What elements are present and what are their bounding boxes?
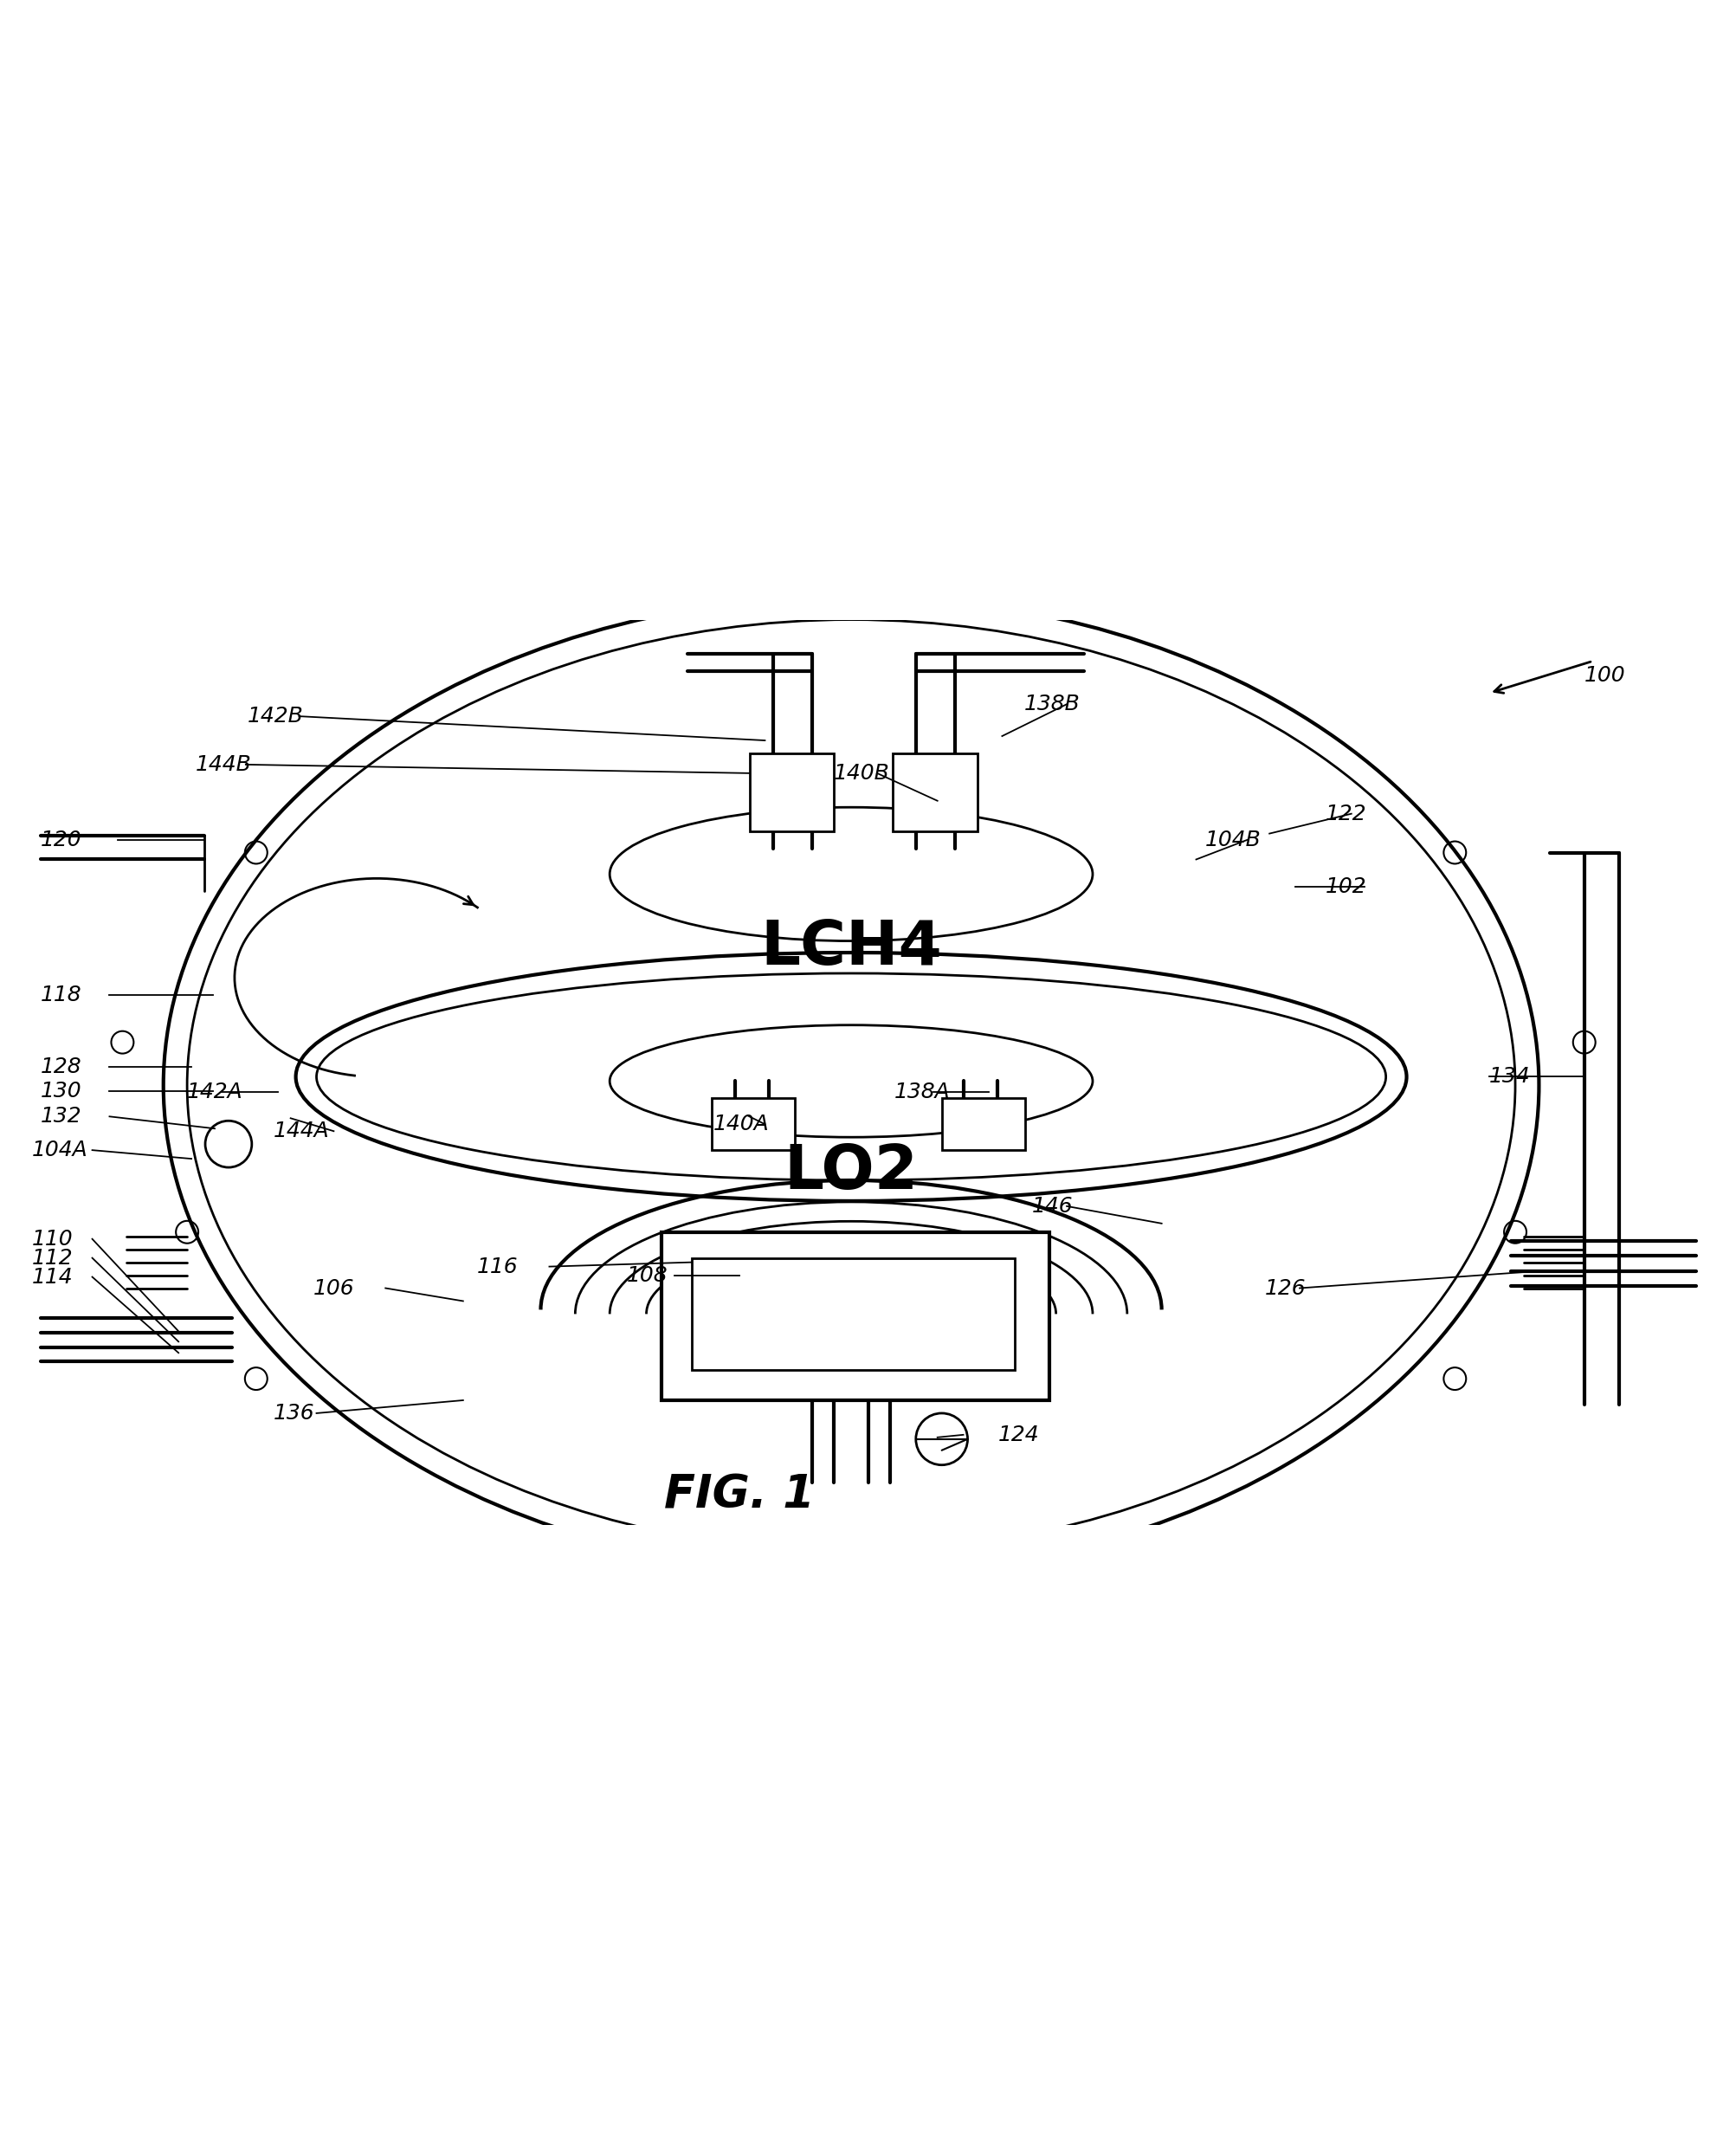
Text: 144A: 144A <box>273 1120 330 1141</box>
Text: 114: 114 <box>31 1266 73 1287</box>
Text: 108: 108 <box>627 1266 668 1285</box>
Text: 142B: 142B <box>247 706 304 727</box>
Text: 104B: 104B <box>1205 830 1260 849</box>
Text: 138A: 138A <box>894 1081 950 1103</box>
Text: 100: 100 <box>1583 665 1625 686</box>
Text: 118: 118 <box>40 985 82 1006</box>
Text: 112: 112 <box>31 1248 73 1268</box>
Text: 116: 116 <box>477 1257 517 1276</box>
Text: 138B: 138B <box>1023 693 1080 714</box>
Text: 142A: 142A <box>187 1081 243 1103</box>
Bar <box>748 753 833 830</box>
Text: 140A: 140A <box>713 1113 769 1135</box>
Text: 102: 102 <box>1325 877 1366 897</box>
Text: 104A: 104A <box>31 1139 89 1160</box>
Text: 130: 130 <box>40 1081 82 1103</box>
Text: 106: 106 <box>312 1278 354 1298</box>
Text: 144B: 144B <box>196 755 252 774</box>
Text: 124: 124 <box>996 1424 1038 1446</box>
Bar <box>941 1098 1024 1150</box>
Text: LCH4: LCH4 <box>760 918 941 978</box>
Text: 134: 134 <box>1489 1066 1529 1088</box>
Text: 110: 110 <box>31 1229 73 1248</box>
Text: 140B: 140B <box>833 764 889 783</box>
Bar <box>892 753 977 830</box>
Text: 136: 136 <box>273 1403 314 1424</box>
Text: 128: 128 <box>40 1055 82 1077</box>
Text: FIG. 1: FIG. 1 <box>663 1474 814 1519</box>
Text: 122: 122 <box>1325 804 1366 824</box>
Text: 132: 132 <box>40 1107 82 1126</box>
Text: LO2: LO2 <box>783 1141 918 1201</box>
Bar <box>661 1231 1049 1401</box>
Text: 146: 146 <box>1031 1195 1073 1216</box>
Text: 126: 126 <box>1264 1278 1305 1298</box>
Text: 120: 120 <box>40 830 82 849</box>
Bar <box>712 1098 795 1150</box>
Bar <box>691 1257 1014 1371</box>
